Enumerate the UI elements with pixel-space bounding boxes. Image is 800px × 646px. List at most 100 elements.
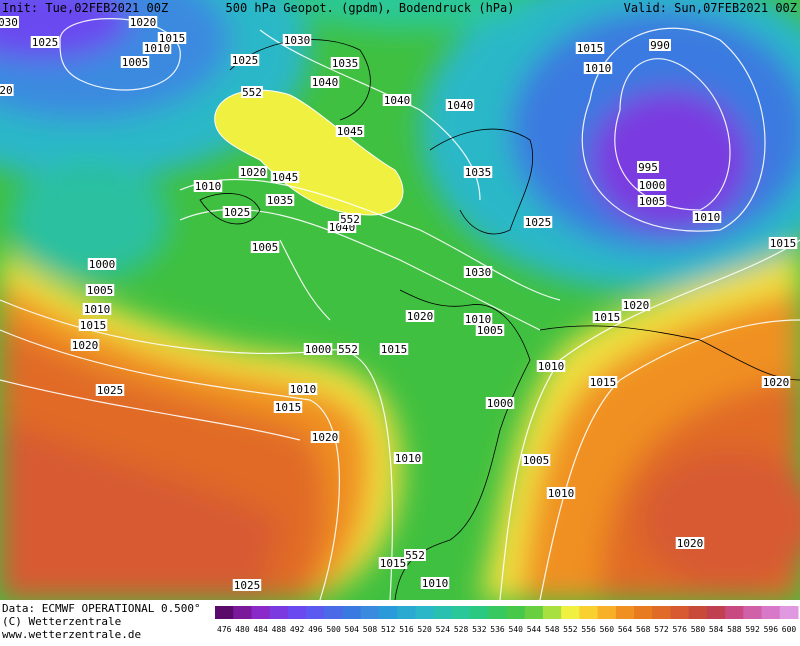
colorbar-cell — [233, 606, 252, 619]
isobar-label: 1040 — [312, 76, 339, 89]
isobar-label: 1015 — [380, 557, 407, 570]
isobar-label-bg — [142, 42, 172, 54]
isobar-label: 1035 — [465, 166, 492, 179]
isobar-label-bg — [588, 376, 618, 388]
colorbar-cell — [324, 606, 344, 619]
isobar-label-bg — [382, 94, 412, 106]
isobar-label-bg — [310, 431, 340, 443]
isobar-label: 1005 — [252, 241, 279, 254]
colorbar-label: 504 — [345, 625, 360, 634]
isobar-label-bg — [637, 179, 667, 191]
isobar-label: 1025 — [97, 384, 124, 397]
colorbar-label: 512 — [381, 625, 396, 634]
colorbar-cell — [470, 606, 489, 619]
isobar-label-bg — [335, 125, 365, 137]
isobar-label: 1015 — [381, 343, 408, 356]
colorbar-label: 568 — [636, 625, 651, 634]
isobar-label-bg — [475, 324, 505, 336]
colorbar-label: 584 — [709, 625, 724, 634]
colorbar-cell — [269, 606, 289, 619]
colorbar-cell — [761, 606, 781, 619]
isobar-label-bg — [310, 76, 340, 88]
isobar-label-bg — [575, 42, 605, 54]
isobar-label: 1010 — [195, 180, 222, 193]
colorbar-cell — [360, 606, 380, 619]
colorbar-label: 484 — [253, 625, 268, 634]
isobar-label-bg — [288, 383, 318, 395]
colorbar-label: 592 — [745, 625, 760, 634]
colorbar-label: 556 — [581, 625, 596, 634]
isobar-label-bg — [463, 313, 493, 325]
isobar-label: 990 — [650, 39, 670, 52]
colorbar-label: 480 — [235, 625, 250, 634]
colorbar-cell — [597, 606, 617, 619]
isobar-label-bg — [70, 339, 100, 351]
isobar-label-bg — [692, 211, 722, 223]
colorbar-cell — [561, 606, 580, 619]
isobar-label-bg — [378, 557, 408, 569]
isobar-label-bg — [193, 180, 223, 192]
isobar-label: 1025 — [525, 216, 552, 229]
isobar-label: 1010 — [144, 42, 171, 55]
colorbar-label: 600 — [782, 625, 797, 634]
colorbar-cell — [688, 606, 708, 619]
isobar-label: 1010 — [84, 303, 111, 316]
isobar-label-bg — [270, 171, 300, 183]
colorbar-cell — [342, 606, 362, 619]
isobar-label: 1015 — [594, 311, 621, 324]
isobar-label-bg — [445, 99, 475, 111]
colorbar-label: 564 — [618, 625, 633, 634]
isobar-label: 1015 — [590, 376, 617, 389]
colorbar-cell — [725, 606, 744, 619]
isobar-label-bg — [222, 206, 252, 218]
isobar-label: 1010 — [694, 211, 721, 224]
isobar-label-bg — [761, 376, 791, 388]
isobar-label-bg — [637, 195, 667, 207]
isobar-label-bg — [463, 266, 493, 278]
isobar-label: 552 — [340, 213, 360, 226]
colorbar-cell — [506, 606, 526, 619]
isobar-label-bg — [339, 213, 361, 225]
isobar-label-bg — [82, 303, 112, 315]
isobar-label: 1025 — [32, 36, 59, 49]
field — [0, 0, 800, 600]
colorbar-label: 524 — [436, 625, 451, 634]
isobar-label: 1005 — [122, 56, 149, 69]
isobar-label: 1010 — [395, 452, 422, 465]
isobar-label-bg — [87, 258, 117, 270]
isobar-label: 1020 — [72, 339, 99, 352]
colorbar-cell — [433, 606, 453, 619]
colorbar-label: 576 — [672, 625, 687, 634]
isobar-label: 1020 — [623, 299, 650, 312]
isobar-label-bg — [282, 34, 312, 46]
isobar-label-bg — [250, 241, 280, 253]
colorbar-cell — [634, 606, 653, 619]
colorbar-label: 544 — [527, 625, 542, 634]
isobar-label: 1005 — [87, 284, 114, 297]
isobar-label-bg — [273, 401, 303, 413]
colorbar-cell — [670, 606, 690, 619]
colorbar-cell — [378, 606, 398, 619]
isobar-label: 030 — [0, 16, 18, 29]
isobar-label: 1010 — [465, 313, 492, 326]
isobar-label: 1045 — [272, 171, 299, 184]
isobar-label-bg — [637, 161, 659, 173]
colorbar: 476 480 484 488 492 496 500 504 508 512 516 520 524 5… — [215, 606, 799, 634]
isobar-label-bg — [157, 32, 187, 44]
colorbar-cell — [251, 606, 271, 619]
colorbar-cell — [215, 606, 234, 619]
isobar-label: 1015 — [159, 32, 186, 45]
isobar-label-bg — [420, 577, 450, 589]
colorbar-label: 496 — [308, 625, 323, 634]
isobar-label: 20 — [0, 84, 13, 97]
isobar-label-bg — [523, 216, 553, 228]
isobar-label: 1015 — [80, 319, 107, 332]
colorbar-label: 552 — [563, 625, 578, 634]
colorbar-cell — [579, 606, 599, 619]
isobar-label-bg — [521, 454, 551, 466]
isobar-label-bg — [546, 487, 576, 499]
isobar-label-bg — [85, 284, 115, 296]
isobar-label: 1005 — [477, 324, 504, 337]
isobar-label-bg — [621, 299, 651, 311]
